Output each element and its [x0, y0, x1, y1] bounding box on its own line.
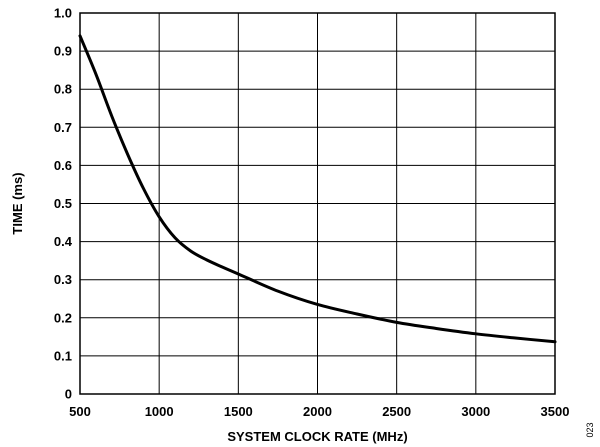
- plot-frame: [79, 12, 556, 395]
- figure-id: 023: [585, 422, 595, 437]
- y-tick-label-8: 0.8: [54, 82, 72, 97]
- y-tick-label-2: 0.2: [54, 310, 72, 325]
- x-tick-label-1: 1000: [145, 404, 174, 419]
- y-tick-labels: 0 0.1 0.2 0.3 0.4 0.5 0.6 0.7 0.8 0.9 1.0: [54, 6, 73, 402]
- grid-lines: [80, 13, 555, 394]
- x-tick-label-5: 3000: [461, 404, 490, 419]
- y-tick-label-4: 0.4: [54, 234, 73, 249]
- y-tick-label-6: 0.6: [54, 158, 72, 173]
- x-tick-label-3: 2000: [303, 404, 332, 419]
- x-axis-title: SYSTEM CLOCK RATE (MHz): [227, 429, 407, 444]
- y-tick-label-0: 0: [65, 387, 72, 402]
- series-line: [78, 34, 557, 344]
- x-tick-label-2: 1500: [224, 404, 253, 419]
- x-tick-label-0: 500: [69, 404, 91, 419]
- x-tick-labels: 500 1000 1500 2000 2500 3000 3500: [69, 404, 569, 419]
- y-tick-label-1: 0.1: [54, 348, 72, 363]
- x-tick-label-6: 3500: [541, 404, 570, 419]
- y-tick-label-9: 0.9: [54, 44, 72, 59]
- x-tick-label-4: 2500: [382, 404, 411, 419]
- y-tick-label-7: 0.7: [54, 120, 72, 135]
- y-tick-label-3: 0.3: [54, 272, 72, 287]
- y-tick-label-5: 0.5: [54, 196, 72, 211]
- y-tick-label-10: 1.0: [54, 6, 72, 21]
- y-axis-title: TIME (ms): [10, 172, 25, 234]
